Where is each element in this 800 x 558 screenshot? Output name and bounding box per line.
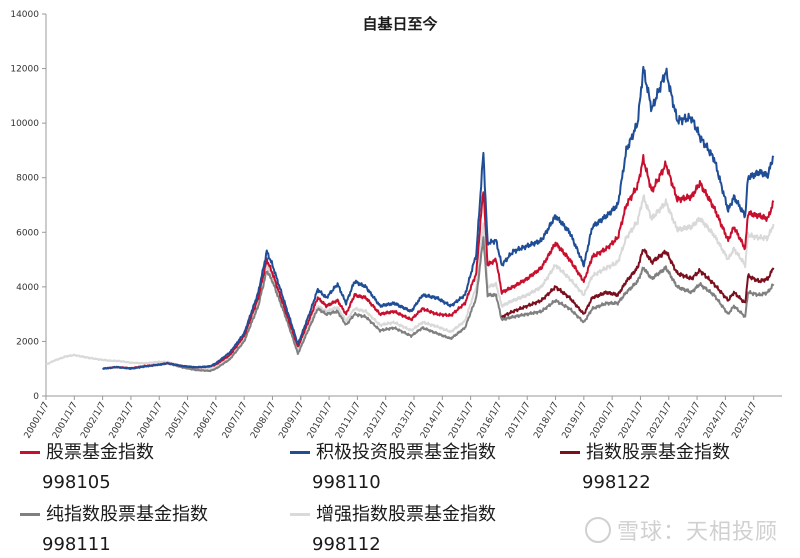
legend-series-code: 998111 (42, 534, 111, 555)
series-line-998112 (45, 194, 775, 371)
y-tick-label: 6000 (16, 228, 39, 238)
legend-swatch (290, 451, 310, 454)
legend-swatch (20, 513, 40, 516)
legend-series-code: 998110 (312, 472, 381, 493)
y-tick-label: 14000 (10, 10, 39, 20)
legend-swatch (290, 513, 310, 516)
legend-series-name: 积极投资股票基金指数 (316, 442, 496, 463)
y-tick-label: 4000 (16, 283, 39, 293)
y-tick-label: 12000 (10, 65, 39, 75)
y-tick-label: 0 (33, 392, 39, 402)
y-tick-label: 10000 (10, 119, 39, 129)
series-line-998110 (102, 65, 775, 371)
y-tick-label: 2000 (16, 337, 39, 347)
legend-swatch (560, 451, 580, 454)
legend-series-code: 998112 (312, 534, 381, 555)
legend-series-name: 纯指数股票基金指数 (46, 504, 208, 525)
chart-title: 自基日至今 (362, 15, 437, 33)
series-line-998111 (158, 236, 775, 373)
series-line-998122 (500, 248, 775, 318)
legend: 股票基金指数 998105 积极投资股票基金指数 998110 指数股票基金指数… (0, 432, 800, 558)
watermark-text: 雪球：天相投顾 (616, 520, 778, 545)
y-tick-label: 8000 (16, 174, 39, 184)
watermark: 雪球：天相投顾 (584, 514, 778, 546)
series-layer (45, 65, 775, 373)
legend-series-name: 增强指数股票基金指数 (316, 504, 496, 525)
legend-series-code: 998105 (42, 472, 111, 493)
legend-series-code: 998122 (582, 472, 651, 493)
legend-series-name: 指数股票基金指数 (586, 442, 730, 463)
series-line-998105 (102, 154, 775, 370)
xueqiu-logo-icon (584, 517, 611, 543)
legend-swatch (20, 451, 40, 454)
legend-series-name: 股票基金指数 (46, 442, 154, 463)
